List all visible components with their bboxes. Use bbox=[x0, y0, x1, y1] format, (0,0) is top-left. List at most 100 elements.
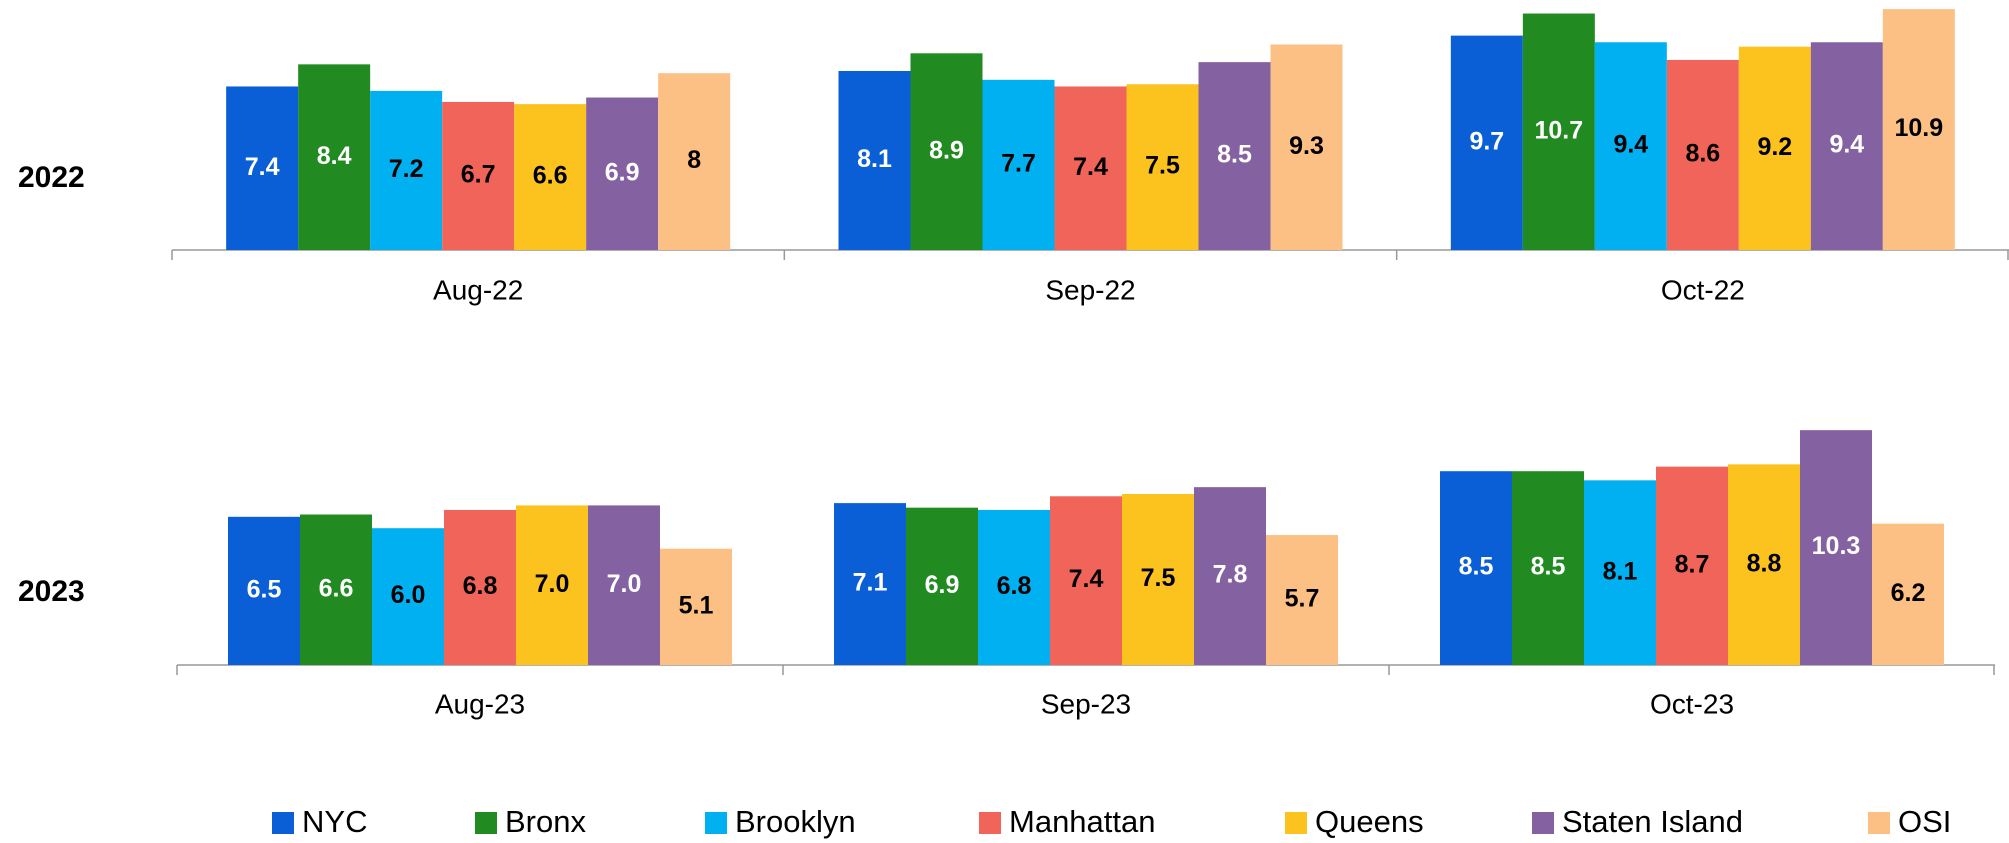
value-label: 7.7 bbox=[1001, 150, 1036, 178]
bar bbox=[298, 64, 371, 250]
legend-label: NYC bbox=[302, 804, 367, 839]
value-label: 7.5 bbox=[1141, 564, 1176, 592]
bar bbox=[1512, 471, 1584, 665]
value-label: 6.8 bbox=[997, 572, 1032, 600]
legend-label: Bronx bbox=[505, 804, 586, 839]
row-title: 2023 bbox=[18, 575, 85, 608]
bar bbox=[514, 104, 587, 250]
value-label: 8.7 bbox=[1675, 550, 1710, 578]
legend-swatch bbox=[272, 812, 294, 834]
bar bbox=[982, 79, 1055, 250]
bar bbox=[1594, 42, 1667, 251]
legend-swatch bbox=[1532, 812, 1554, 834]
bar bbox=[1522, 13, 1595, 251]
value-label: 8.4 bbox=[317, 142, 352, 170]
bar bbox=[1738, 46, 1811, 251]
x-tick-label: Sep-23 bbox=[1041, 688, 1131, 719]
bar bbox=[442, 101, 515, 251]
legend-swatch bbox=[1868, 812, 1890, 834]
value-label: 6.9 bbox=[605, 158, 640, 186]
legend-swatch bbox=[475, 812, 497, 834]
value-label: 10.3 bbox=[1812, 532, 1861, 560]
bar bbox=[1666, 59, 1739, 250]
x-tick-label: Aug-22 bbox=[433, 274, 523, 305]
bar bbox=[1450, 35, 1523, 250]
value-label: 6.2 bbox=[1891, 579, 1926, 607]
value-label: 8.1 bbox=[857, 145, 892, 173]
bar bbox=[834, 503, 906, 665]
value-label: 9.4 bbox=[1613, 131, 1648, 159]
x-tick-label: Oct-23 bbox=[1650, 688, 1734, 719]
value-label: 6.6 bbox=[533, 162, 568, 190]
value-label: 7.2 bbox=[389, 155, 424, 183]
value-label: 7.0 bbox=[607, 570, 642, 598]
bar bbox=[1122, 494, 1194, 665]
value-label: 6.6 bbox=[319, 574, 354, 602]
bar bbox=[226, 86, 299, 251]
value-label: 6.7 bbox=[461, 161, 496, 189]
bar bbox=[1126, 84, 1199, 250]
row-title: 2022 bbox=[18, 161, 85, 194]
bar bbox=[658, 73, 731, 250]
bar bbox=[1584, 480, 1656, 665]
value-label: 8.1 bbox=[1603, 557, 1638, 585]
bar bbox=[228, 516, 300, 665]
legend-label: OSI bbox=[1898, 804, 1951, 839]
value-label: 10.9 bbox=[1894, 114, 1943, 142]
legend-swatch bbox=[705, 812, 727, 834]
value-label: 6.5 bbox=[247, 576, 282, 604]
value-label: 7.8 bbox=[1213, 561, 1248, 589]
bar bbox=[906, 507, 978, 665]
bar bbox=[1810, 42, 1883, 251]
legend-label: Queens bbox=[1315, 804, 1424, 839]
bar bbox=[1440, 471, 1512, 665]
value-label: 7.1 bbox=[853, 569, 888, 597]
value-label: 7.4 bbox=[1073, 153, 1108, 181]
value-label: 9.3 bbox=[1289, 132, 1324, 160]
value-label: 9.2 bbox=[1757, 133, 1792, 161]
bar bbox=[660, 548, 732, 665]
bar bbox=[516, 505, 588, 665]
x-tick-label: Oct-22 bbox=[1661, 274, 1745, 305]
bar bbox=[372, 528, 444, 665]
value-label: 7.4 bbox=[1069, 565, 1104, 593]
bar bbox=[1194, 487, 1266, 665]
bar bbox=[444, 509, 516, 665]
value-label: 8.6 bbox=[1685, 140, 1720, 168]
value-label: 8.5 bbox=[1531, 553, 1566, 581]
legend-label: Manhattan bbox=[1009, 804, 1156, 839]
bar bbox=[1882, 9, 1955, 250]
value-label: 5.7 bbox=[1285, 585, 1320, 613]
bar bbox=[1270, 44, 1343, 250]
value-label: 7.0 bbox=[535, 570, 570, 598]
bar bbox=[978, 509, 1050, 665]
value-label: 8.9 bbox=[929, 136, 964, 164]
x-tick-label: Sep-22 bbox=[1045, 274, 1135, 305]
legend-label: Brooklyn bbox=[735, 804, 856, 839]
value-label: 8 bbox=[687, 146, 701, 174]
x-tick-label: Aug-23 bbox=[435, 688, 525, 719]
value-label: 7.5 bbox=[1145, 152, 1180, 180]
bar bbox=[1872, 523, 1944, 665]
value-label: 6.8 bbox=[463, 572, 498, 600]
bar bbox=[586, 97, 659, 250]
value-label: 8.5 bbox=[1217, 141, 1252, 169]
bar bbox=[1800, 430, 1872, 665]
legend-swatch bbox=[979, 812, 1001, 834]
value-label: 8.8 bbox=[1747, 549, 1782, 577]
value-label: 9.7 bbox=[1469, 127, 1504, 155]
value-label: 6.9 bbox=[925, 571, 960, 599]
legend-label: Staten Island bbox=[1562, 804, 1743, 839]
bar bbox=[588, 505, 660, 665]
value-label: 7.4 bbox=[245, 153, 280, 181]
value-label: 8.5 bbox=[1459, 553, 1494, 581]
bar bbox=[910, 53, 983, 251]
bar bbox=[300, 514, 372, 665]
bar bbox=[1266, 535, 1338, 665]
bar bbox=[1050, 496, 1122, 665]
bar bbox=[370, 90, 443, 250]
value-label: 5.1 bbox=[679, 591, 714, 619]
value-label: 9.4 bbox=[1829, 131, 1864, 159]
